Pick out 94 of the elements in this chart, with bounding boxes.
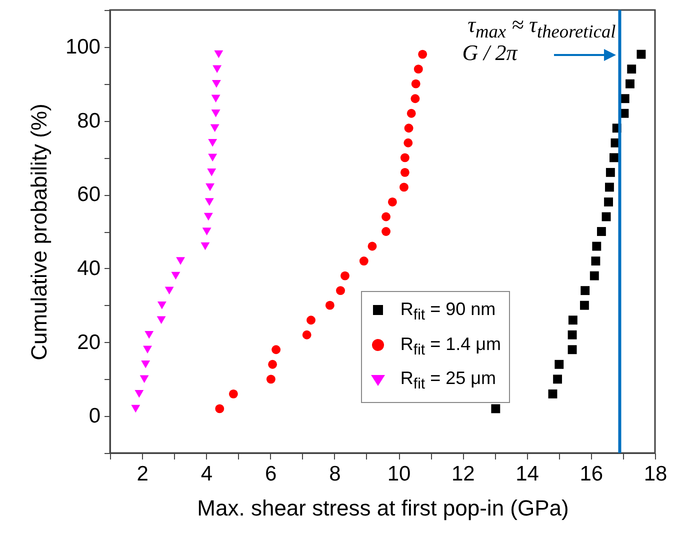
point bbox=[580, 300, 589, 310]
point bbox=[210, 124, 220, 132]
point bbox=[590, 271, 599, 280]
point bbox=[400, 168, 410, 177]
legend-label: R$_{fit}$ = 1.4 μm bbox=[400, 334, 501, 358]
annotation: τ$_{max}$ ≈ τ$_{theoretical}$ bbox=[468, 12, 616, 42]
point bbox=[211, 109, 220, 118]
point bbox=[212, 65, 222, 73]
point bbox=[156, 316, 166, 324]
point bbox=[382, 227, 390, 236]
point bbox=[592, 242, 602, 251]
point bbox=[568, 345, 577, 354]
point bbox=[208, 154, 218, 162]
point bbox=[176, 257, 185, 265]
point bbox=[202, 228, 212, 236]
legend-label: R$_{fit}$ = 25 μm bbox=[400, 368, 496, 393]
x-tick-label: 6 bbox=[264, 462, 277, 486]
point bbox=[207, 168, 216, 176]
point bbox=[400, 182, 408, 192]
point bbox=[134, 390, 144, 398]
point bbox=[596, 227, 606, 236]
point bbox=[306, 316, 316, 325]
point bbox=[382, 212, 390, 222]
point bbox=[144, 330, 154, 339]
x-tick-label: 10 bbox=[387, 462, 411, 486]
point bbox=[411, 79, 420, 88]
y-tick-label: 20 bbox=[77, 330, 100, 354]
x-tick-label: 4 bbox=[200, 462, 213, 486]
x-tick-label: 16 bbox=[580, 462, 604, 486]
point bbox=[214, 50, 224, 58]
x-tick-label: 8 bbox=[329, 462, 341, 486]
point bbox=[131, 404, 140, 413]
point bbox=[418, 50, 428, 59]
point bbox=[157, 301, 166, 310]
point bbox=[206, 183, 214, 192]
point bbox=[204, 198, 214, 206]
point bbox=[340, 271, 350, 280]
point bbox=[336, 286, 345, 296]
point bbox=[591, 256, 600, 266]
x-tick-label: 18 bbox=[644, 462, 668, 486]
point bbox=[272, 345, 281, 354]
point bbox=[171, 272, 180, 280]
point bbox=[606, 168, 615, 177]
point bbox=[568, 330, 577, 340]
point bbox=[410, 94, 420, 104]
x-tick-label: 12 bbox=[451, 462, 475, 486]
point bbox=[212, 80, 221, 88]
point bbox=[143, 346, 152, 354]
point bbox=[620, 94, 630, 104]
point bbox=[414, 64, 423, 74]
point bbox=[568, 316, 578, 325]
point bbox=[211, 94, 220, 102]
point bbox=[627, 64, 636, 74]
point bbox=[400, 153, 410, 162]
point bbox=[609, 153, 618, 162]
legend-label: R$_{fit}$ = 90 nm bbox=[400, 299, 496, 324]
y-axis-title: Cumulative probability (%) bbox=[26, 104, 52, 360]
point bbox=[325, 300, 334, 310]
point bbox=[602, 212, 611, 222]
point bbox=[605, 182, 614, 192]
point bbox=[200, 242, 210, 250]
point bbox=[359, 256, 368, 266]
point bbox=[141, 360, 150, 368]
point bbox=[215, 404, 224, 414]
y-tick-label: 0 bbox=[88, 404, 100, 428]
point bbox=[266, 374, 276, 384]
y-tick-label: 80 bbox=[77, 109, 100, 132]
point bbox=[204, 212, 213, 221]
y-tick-label: 100 bbox=[65, 35, 100, 58]
point bbox=[268, 360, 278, 369]
point bbox=[553, 374, 562, 384]
point bbox=[636, 50, 646, 59]
y-tick-label: 40 bbox=[77, 256, 100, 280]
point bbox=[404, 124, 414, 133]
point bbox=[368, 242, 377, 251]
point bbox=[302, 330, 312, 340]
point bbox=[491, 404, 500, 414]
point bbox=[404, 138, 413, 148]
point bbox=[164, 286, 174, 294]
point bbox=[140, 375, 149, 384]
point bbox=[208, 139, 218, 147]
point bbox=[548, 389, 558, 398]
y-tick-label: 60 bbox=[77, 183, 100, 206]
point bbox=[406, 108, 416, 118]
x-tick-label: 2 bbox=[136, 462, 148, 486]
point bbox=[554, 360, 564, 369]
point bbox=[626, 79, 634, 88]
x-axis-title: Max. shear stress at first pop-in (GPa) bbox=[197, 496, 569, 520]
point bbox=[388, 198, 397, 206]
point bbox=[228, 389, 238, 398]
annotation: G / 2π bbox=[462, 40, 518, 66]
point bbox=[580, 286, 590, 296]
point bbox=[604, 197, 613, 206]
x-tick-label: 14 bbox=[516, 462, 540, 486]
